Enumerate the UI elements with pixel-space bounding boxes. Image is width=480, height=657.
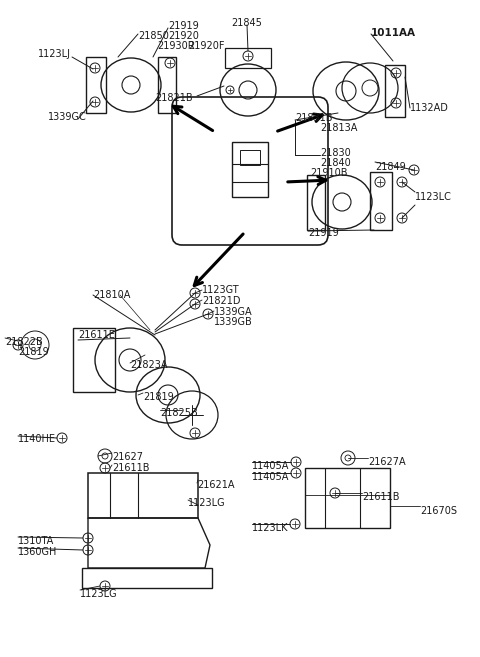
Text: 21920: 21920 bbox=[168, 31, 199, 41]
Text: 21845: 21845 bbox=[231, 18, 263, 28]
Bar bbox=[370, 172, 392, 230]
Bar bbox=[305, 468, 390, 528]
Text: 21627: 21627 bbox=[112, 452, 143, 462]
Text: 1011AA: 1011AA bbox=[371, 28, 416, 38]
Text: 21819: 21819 bbox=[143, 392, 174, 402]
Text: 21821B: 21821B bbox=[156, 93, 193, 103]
Bar bbox=[307, 175, 325, 230]
Bar bbox=[82, 568, 212, 588]
Text: 21611E: 21611E bbox=[78, 330, 115, 340]
Text: 1339GA: 1339GA bbox=[214, 307, 252, 317]
Text: 21821D: 21821D bbox=[202, 296, 240, 306]
Text: 21813A: 21813A bbox=[320, 123, 358, 133]
Text: 21840: 21840 bbox=[320, 158, 351, 168]
Text: 21627A: 21627A bbox=[368, 457, 406, 467]
Text: 1123GT: 1123GT bbox=[202, 285, 240, 295]
Bar bbox=[232, 142, 268, 197]
Bar bbox=[73, 328, 115, 392]
Text: 21670S: 21670S bbox=[420, 506, 457, 516]
Text: 21611B: 21611B bbox=[362, 492, 399, 502]
Text: 1339GB: 1339GB bbox=[214, 317, 253, 327]
Text: 21920F: 21920F bbox=[188, 41, 225, 51]
Text: 1310TA: 1310TA bbox=[18, 536, 54, 546]
Text: 11405A: 11405A bbox=[252, 461, 289, 471]
Bar bbox=[240, 150, 260, 165]
Text: 1140HE: 1140HE bbox=[18, 434, 56, 444]
Bar bbox=[158, 57, 176, 113]
Text: 1360GH: 1360GH bbox=[18, 547, 58, 557]
Text: 21919: 21919 bbox=[168, 21, 199, 31]
Text: 1339GC: 1339GC bbox=[48, 112, 87, 122]
Text: 21850: 21850 bbox=[138, 31, 169, 41]
Text: 21819: 21819 bbox=[18, 347, 49, 357]
Text: 21831B: 21831B bbox=[295, 113, 333, 123]
Text: 1123LG: 1123LG bbox=[188, 498, 226, 508]
Text: 1132AD: 1132AD bbox=[410, 103, 449, 113]
Bar bbox=[86, 57, 106, 113]
Text: 21611B: 21611B bbox=[112, 463, 149, 473]
Text: 1123LC: 1123LC bbox=[415, 192, 452, 202]
Text: 21822B: 21822B bbox=[5, 337, 43, 347]
Text: 21930R: 21930R bbox=[157, 41, 194, 51]
Text: 21810A: 21810A bbox=[93, 290, 131, 300]
Text: 1123LG: 1123LG bbox=[80, 589, 118, 599]
Text: 21823A: 21823A bbox=[130, 360, 168, 370]
Text: 1123LK: 1123LK bbox=[252, 523, 288, 533]
Text: 11405A: 11405A bbox=[252, 472, 289, 482]
Text: 21830: 21830 bbox=[320, 148, 351, 158]
Text: 21825B: 21825B bbox=[160, 408, 198, 418]
Bar bbox=[88, 473, 198, 518]
Bar bbox=[385, 65, 405, 117]
Text: 21849: 21849 bbox=[375, 162, 406, 172]
Text: 21919: 21919 bbox=[308, 228, 339, 238]
Text: 21621A: 21621A bbox=[197, 480, 235, 490]
Text: 21910B: 21910B bbox=[310, 168, 348, 178]
Text: 1123LJ: 1123LJ bbox=[38, 49, 71, 59]
Bar bbox=[225, 48, 271, 68]
